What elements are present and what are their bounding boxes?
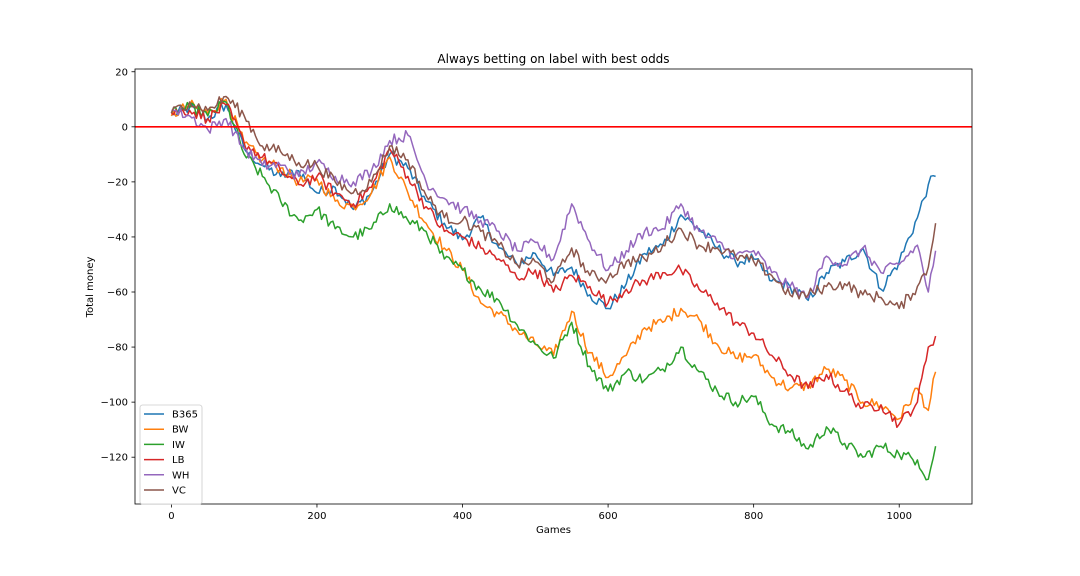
plot-background — [135, 69, 972, 504]
legend: B365 BW IW LB WH VC — [139, 404, 203, 505]
series-line-wh — [171, 107, 937, 299]
x-axis-title: Games — [536, 525, 571, 536]
legend-label-bw: BW — [172, 425, 189, 436]
legend-label-iw: IW — [172, 440, 185, 451]
series-line-lb — [170, 101, 937, 429]
y-tick-label: −40 — [107, 232, 128, 243]
y-tick-label: −100 — [101, 398, 128, 409]
series-line-b365 — [170, 103, 936, 310]
x-tick-label: 0 — [168, 511, 174, 522]
series-line-vc — [170, 95, 937, 310]
legend-label-wh: WH — [172, 470, 189, 481]
x-tick-label: 400 — [453, 511, 472, 522]
y-tick-label: 0 — [122, 122, 128, 133]
plot-area — [135, 69, 972, 504]
y-tick-label: −120 — [101, 453, 128, 464]
y-tick-label: −20 — [107, 177, 128, 188]
x-tick-label: 1000 — [886, 511, 911, 522]
legend-label-b365: B365 — [172, 410, 198, 421]
series-line-bw — [170, 97, 937, 421]
x-tick-label: 200 — [307, 511, 326, 522]
chart-title: Always betting on label with best odds — [437, 52, 669, 66]
x-tick-label: 800 — [744, 511, 763, 522]
plot-frame — [134, 68, 973, 505]
y-tick-label: 20 — [115, 67, 128, 78]
legend-label-vc: VC — [172, 486, 186, 497]
legend-label-lb: LB — [172, 455, 185, 466]
y-tick-label: −60 — [107, 288, 128, 299]
y-axis-title: Total money — [85, 257, 96, 319]
series-line-iw — [170, 100, 937, 481]
series-layer — [135, 95, 972, 481]
x-tick-label: 600 — [599, 511, 618, 522]
y-tick-label: −80 — [107, 343, 128, 354]
